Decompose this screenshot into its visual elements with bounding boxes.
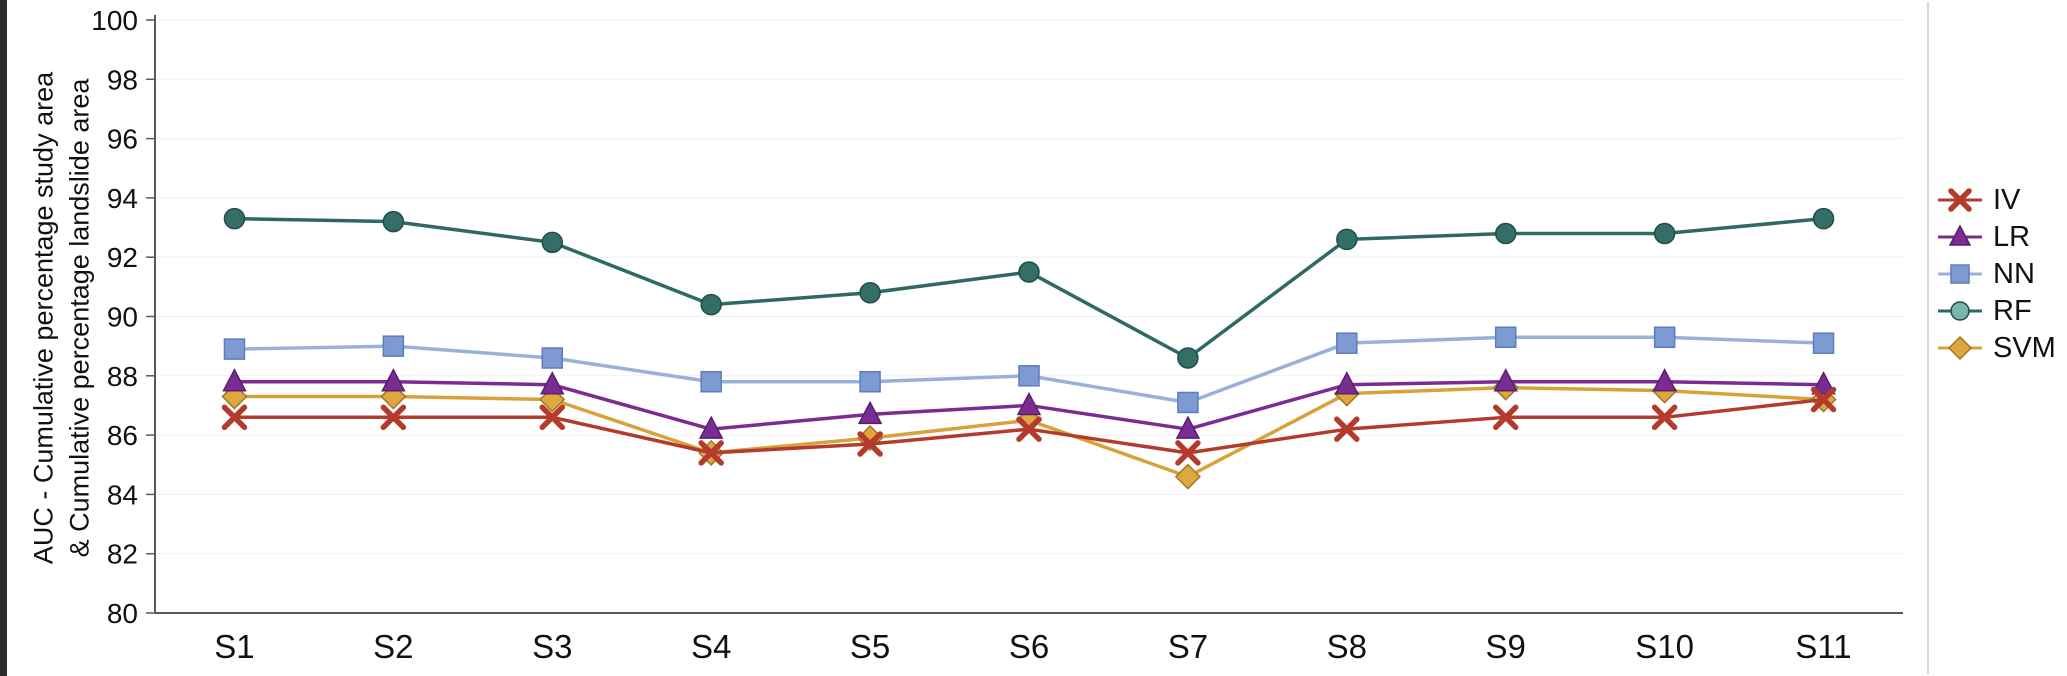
y-tick-label: 96 [107,124,138,155]
x-category-label: S10 [1635,628,1694,665]
legend-item-rf: RF [1936,295,2056,327]
figure-left-edge [0,0,7,676]
series-lr [222,368,1836,439]
y-tick-label: 82 [107,539,138,570]
legend-marker-svm-icon [1938,335,1982,361]
y-tick-label: 94 [107,183,138,214]
x-category-label: S6 [1009,628,1049,665]
legend-marker-lr-icon [1938,224,1982,246]
y-tick-label: 84 [107,479,138,510]
x-category-label: S5 [850,628,890,665]
legend-label-svm: SVM [1993,331,2056,364]
legend-label-rf: RF [1993,294,2032,327]
y-tick-label: 86 [107,420,138,451]
x-category-label: S1 [214,628,254,665]
series-nn [223,326,1835,414]
x-category-label: S9 [1486,628,1526,665]
legend-item-svm: SVM [1936,332,2056,364]
x-category-label: S2 [373,628,413,665]
series-rf [223,207,1835,369]
legend-label-nn: NN [1993,257,2035,290]
x-category-label: S7 [1168,628,1208,665]
legend-marker-nn-icon [1938,264,1982,284]
legend: IV LR NN RF SVM [1936,184,2056,364]
legend-item-iv: IV [1936,184,2056,216]
legend-item-nn: NN [1936,258,2056,290]
x-category-label: S8 [1327,628,1367,665]
legend-item-lr: LR [1936,221,2056,253]
y-tick-label: 100 [91,5,138,36]
y-tick-label: 90 [107,302,138,333]
legend-label-iv: IV [1993,183,2021,216]
x-category-label: S3 [532,628,572,665]
legend-marker-iv-icon [1938,188,1982,212]
series-iv [221,386,1837,466]
x-category-label: S4 [691,628,731,665]
x-category-label: S11 [1795,628,1851,665]
y-tick-label: 92 [107,242,138,273]
y-tick-label: 80 [107,598,138,629]
y-tick-label: 98 [107,64,138,95]
y-tick-label: 88 [107,361,138,392]
legend-label-lr: LR [1993,220,2031,253]
legend-marker-rf-icon [1938,301,1982,321]
